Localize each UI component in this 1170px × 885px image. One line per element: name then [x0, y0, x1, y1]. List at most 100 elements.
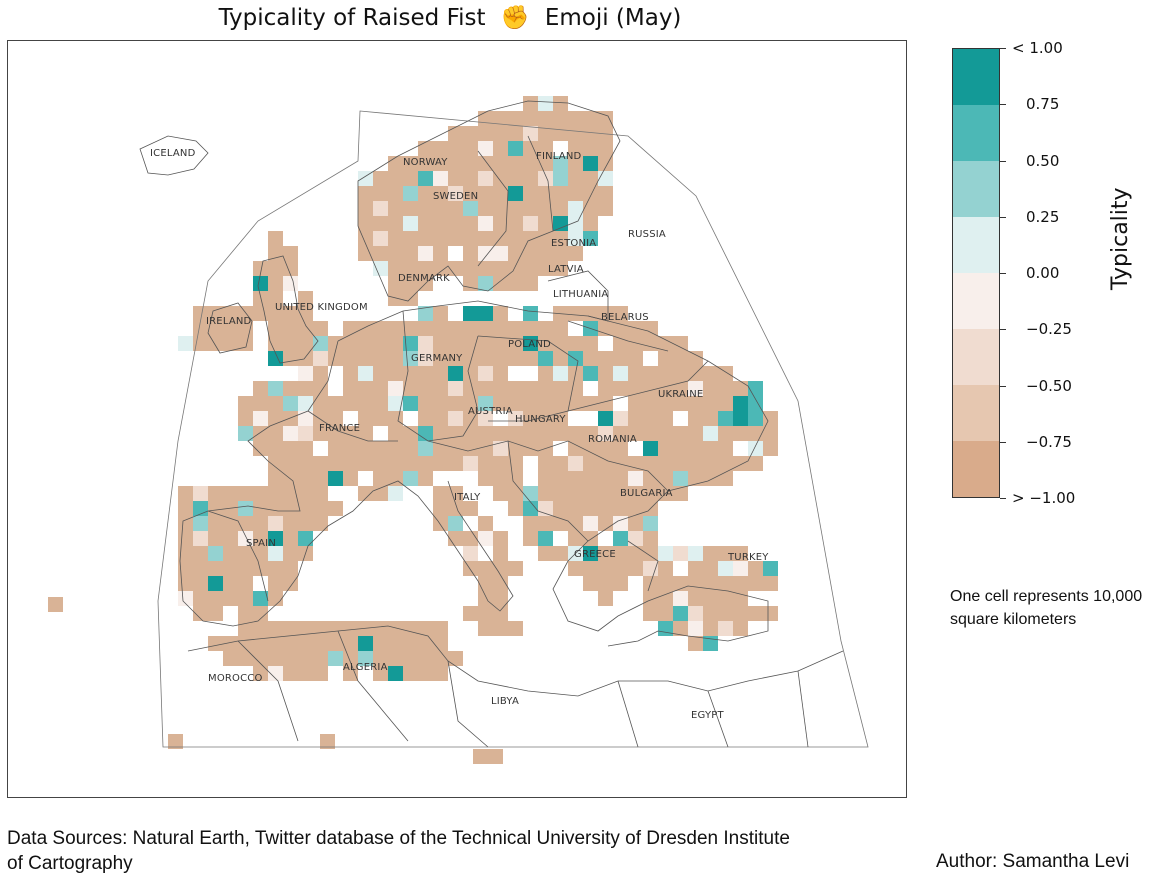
grid-cell: [628, 486, 643, 501]
grid-cell: [673, 336, 688, 351]
grid-cell: [583, 111, 598, 126]
grid-cell: [418, 186, 433, 201]
grid-cell: [463, 411, 478, 426]
grid-cell: [433, 171, 448, 186]
grid-cell: [508, 171, 523, 186]
grid-cell: [238, 396, 253, 411]
grid-cell: [568, 441, 583, 456]
grid-cell: [268, 276, 283, 291]
grid-cell: [628, 426, 643, 441]
grid-cell: [343, 366, 358, 381]
grid-cell: [523, 261, 538, 276]
grid-cell: [388, 651, 403, 666]
map-title: Typicality of Raised Fist ✊ Emoji (May): [0, 4, 900, 31]
grid-cell: [508, 186, 523, 201]
grid-cell: [358, 426, 373, 441]
grid-cell: [598, 171, 613, 186]
colorbar-tick-label: −0.50: [1026, 376, 1072, 395]
grid-cell: [538, 246, 553, 261]
grid-cell: [568, 516, 583, 531]
grid-cell: [673, 546, 688, 561]
grid-cell: [508, 156, 523, 171]
grid-cell: [523, 216, 538, 231]
grid-cell: [388, 276, 403, 291]
grid-cell: [613, 516, 628, 531]
grid-cell: [538, 141, 553, 156]
grid-cell: [328, 411, 343, 426]
grid-cell: [688, 456, 703, 471]
grid-cell: [658, 336, 673, 351]
grid-cell: [478, 126, 493, 141]
grid-cell: [403, 246, 418, 261]
grid-cell: [658, 561, 673, 576]
grid-cell: [493, 216, 508, 231]
grid-cell: [433, 336, 448, 351]
grid-cell: [523, 201, 538, 216]
grid-cell: [478, 111, 493, 126]
grid-cell: [373, 456, 388, 471]
grid-cell: [448, 216, 463, 231]
grid-cell: [523, 531, 538, 546]
grid-cell: [253, 426, 268, 441]
grid-cell: [388, 441, 403, 456]
grid-cell: [733, 576, 748, 591]
grid-cell: [283, 411, 298, 426]
colorbar-step: [953, 329, 999, 385]
grid-cell: [598, 366, 613, 381]
grid-cell: [433, 201, 448, 216]
grid-cell: [418, 666, 433, 681]
grid-cell: [268, 576, 283, 591]
grid-cell: [463, 561, 478, 576]
grid-cell: [178, 336, 193, 351]
grid-cell: [628, 531, 643, 546]
grid-cell: [403, 321, 418, 336]
grid-cell: [168, 734, 183, 749]
grid-cell: [553, 111, 568, 126]
grid-cell: [688, 426, 703, 441]
grid-cell: [583, 186, 598, 201]
grid-cell: [343, 651, 358, 666]
grid-cell: [268, 531, 283, 546]
grid-cell: [508, 426, 523, 441]
grid-cell: [583, 486, 598, 501]
grid-cell: [193, 561, 208, 576]
grid-cell: [583, 561, 598, 576]
grid-cell: [463, 231, 478, 246]
grid-cell: [478, 381, 493, 396]
grid-cell: [478, 336, 493, 351]
grid-cell: [298, 366, 313, 381]
grid-cell: [268, 516, 283, 531]
grid-cell: [628, 471, 643, 486]
grid-cell: [598, 396, 613, 411]
grid-cell: [223, 651, 238, 666]
grid-cell: [553, 381, 568, 396]
grid-cell: [433, 396, 448, 411]
grid-cell: [718, 576, 733, 591]
grid-cell: [373, 366, 388, 381]
grid-cell: [583, 231, 598, 246]
grid-cell: [448, 351, 463, 366]
grid-cell: [418, 156, 433, 171]
grid-cell: [673, 351, 688, 366]
grid-cell: [733, 546, 748, 561]
grid-cell: [283, 426, 298, 441]
grid-cell: [508, 396, 523, 411]
grid-cell: [478, 171, 493, 186]
grid-cell: [508, 561, 523, 576]
grid-cell: [748, 456, 763, 471]
grid-cell: [253, 381, 268, 396]
grid-cell: [223, 561, 238, 576]
grid-cell: [538, 216, 553, 231]
grid-cell: [208, 531, 223, 546]
grid-cell: [688, 621, 703, 636]
grid-cell: [388, 381, 403, 396]
grid-cell: [478, 306, 493, 321]
country-labels: ICELAND NORWAY FINLAND SWEDEN RUSSIA ESTONIA L…: [150, 148, 769, 721]
grid-cell: [478, 411, 493, 426]
grid-cell: [478, 561, 493, 576]
grid-cell: [703, 546, 718, 561]
grid-cell: [643, 336, 658, 351]
country-label-greece: GREECE: [574, 549, 616, 560]
grid-cell: [373, 261, 388, 276]
grid-cell: [403, 381, 418, 396]
